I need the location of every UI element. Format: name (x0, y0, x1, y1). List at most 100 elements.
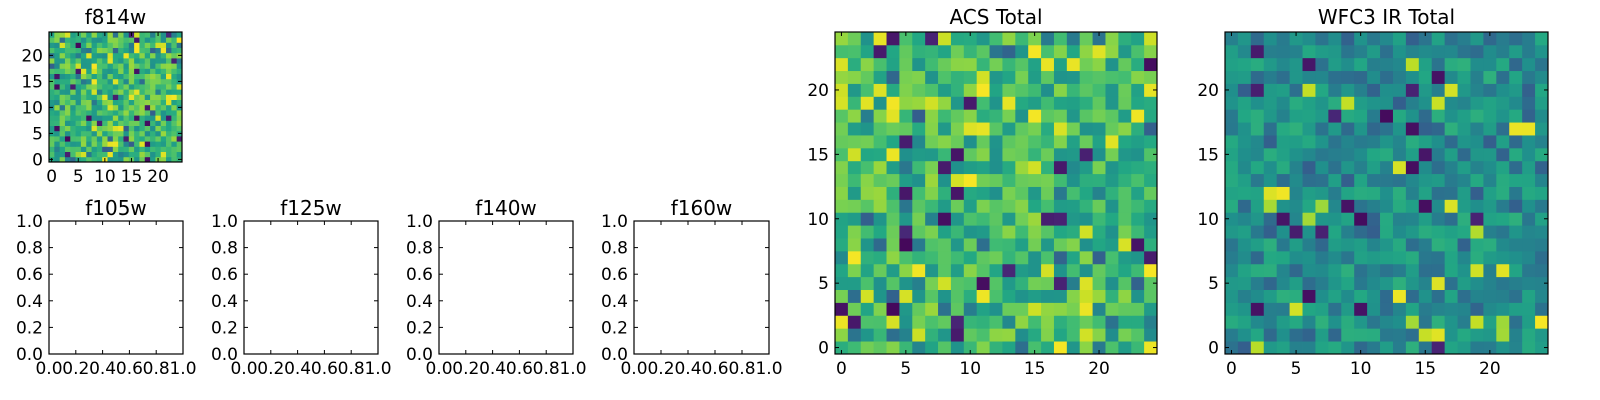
wfc3-ir-total-pixel (1380, 186, 1394, 200)
wfc3-ir-total-pixel (1250, 250, 1265, 265)
wfc3-ir-total-pixel (1263, 32, 1278, 46)
acs-total-pixel (989, 57, 1003, 72)
acs-total-pixel (835, 276, 849, 290)
acs-total-pixel (1144, 83, 1158, 97)
wfc3-ir-total-pixel (1250, 225, 1265, 239)
wfc3-ir-total-pixel (1367, 199, 1381, 213)
acs-total-pixel (1144, 225, 1158, 239)
acs-total-pixel (963, 147, 978, 162)
acs-total-pixel (1131, 341, 1145, 355)
f814w-pixel (139, 146, 146, 152)
wfc3-ir-total-pixel (1483, 341, 1497, 355)
acs-total-pixel (1066, 328, 1081, 342)
acs-total-pixel (1053, 32, 1068, 46)
acs-total-pixel (950, 328, 965, 342)
f814w-pixel (160, 68, 167, 74)
acs-total-pixel (1015, 199, 1029, 213)
wfc3-ir-total-ytick-label: 10 (1197, 210, 1219, 230)
wfc3-ir-total-pixel (1457, 122, 1471, 136)
f814w-pixel (160, 141, 167, 147)
f814w-pixel (144, 84, 151, 90)
acs-total-pixel (1144, 160, 1158, 175)
f814w-pixel (128, 120, 135, 126)
wfc3-ir-total-pixel (1444, 250, 1458, 265)
wfc3-ir-total-pixel (1509, 276, 1523, 290)
acs-total-pixel (886, 199, 900, 213)
f814w-pixel (54, 130, 61, 137)
wfc3-ir-total-pixel (1380, 212, 1394, 226)
acs-total-pixel (1028, 328, 1042, 342)
f814w-ytick-label: 20 (21, 46, 43, 66)
acs-total-pixel (912, 263, 926, 278)
f814w-pixel (118, 37, 124, 43)
f814w-pixel (150, 78, 156, 85)
wfc3-ir-total-pixel (1302, 135, 1316, 149)
acs-total-pixel (938, 135, 952, 149)
acs-total-pixel (938, 122, 952, 136)
wfc3-ir-total-pixel (1380, 135, 1394, 149)
acs-total-pixel (1028, 32, 1042, 46)
acs-total-pixel (1015, 83, 1029, 97)
wfc3-ir-total-pixel (1431, 83, 1446, 97)
acs-total-pixel (886, 122, 900, 136)
acs-total-pixel (835, 199, 849, 213)
f814w-pixel (144, 68, 151, 74)
wfc3-ir-total-pixel (1457, 328, 1471, 342)
f814w-pixel (96, 47, 103, 54)
wfc3-ir-total-pixel (1250, 289, 1265, 303)
acs-total-pixel (1092, 44, 1106, 59)
f814w-pixel (171, 110, 178, 116)
acs-total-pixel (1028, 276, 1042, 290)
wfc3-ir-total-pixel (1225, 57, 1239, 72)
acs-total-pixel (1144, 70, 1158, 84)
wfc3-ir-total-pixel (1263, 109, 1278, 123)
wfc3-ir-total-pixel (1250, 186, 1265, 200)
acs-total-pixel (938, 186, 952, 200)
f814w-pixel (123, 78, 130, 85)
f160w-ytick-label: 0.4 (601, 292, 628, 312)
acs-total-pixel (1105, 341, 1119, 355)
f814w-pixel (144, 156, 151, 163)
wfc3-ir-total-pixel (1354, 250, 1368, 265)
acs-total-pixel (835, 225, 849, 239)
acs-total-pixel (1053, 263, 1068, 278)
f814w-pixel (128, 99, 135, 106)
f814w-pixel (59, 58, 66, 64)
acs-total-pixel (899, 238, 913, 252)
f814w-pixel (75, 78, 82, 85)
f814w-pixel (166, 130, 172, 137)
f814w-pixel (166, 104, 172, 111)
f814w-pixel (54, 115, 61, 121)
f814w-pixel (150, 84, 156, 90)
acs-total-pixel (873, 341, 887, 355)
wfc3-ir-total-pixel (1289, 328, 1303, 342)
f814w-pixel (171, 37, 178, 43)
wfc3-ir-total-pixel (1522, 109, 1536, 123)
f814w-pixel (49, 151, 55, 158)
f814w-pixel (150, 63, 156, 69)
acs-total-pixel (1066, 199, 1081, 213)
wfc3-ir-total-pixel (1354, 135, 1368, 149)
acs-total-pixel (1002, 225, 1016, 239)
acs-total-pixel (873, 225, 887, 239)
f814w-pixel (150, 120, 156, 126)
acs-total-pixel (912, 328, 926, 342)
acs-total-pixel (938, 328, 952, 342)
wfc3-ir-total-pixel (1522, 96, 1536, 110)
wfc3-ir-total-pixel (1225, 83, 1239, 97)
f814w-pixel (54, 78, 61, 85)
wfc3-ir-total-pixel (1289, 289, 1303, 303)
wfc3-ir-total-pixel (1431, 135, 1446, 149)
acs-total-pixel (835, 250, 849, 265)
wfc3-ir-total-pixel (1496, 83, 1510, 97)
f814w-pixel (176, 89, 183, 95)
wfc3-ir-total-pixel (1263, 57, 1278, 72)
f814w-pixel (107, 110, 114, 116)
f160w-ytick-label: 0.8 (601, 239, 628, 259)
wfc3-ir-total-pixel (1496, 199, 1510, 213)
wfc3-ir-total-pixel (1276, 250, 1290, 265)
acs-total-pixel (873, 96, 887, 110)
f814w-pixel (86, 78, 92, 85)
wfc3-ir-total-pixel (1354, 341, 1368, 355)
wfc3-ir-total-pixel (1289, 173, 1303, 187)
